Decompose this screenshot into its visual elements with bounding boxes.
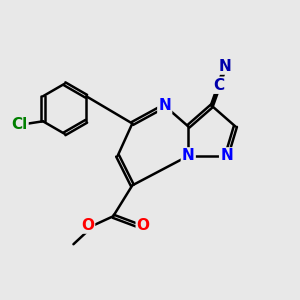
Text: N: N xyxy=(220,148,233,164)
Text: Cl: Cl xyxy=(11,117,28,132)
Text: N: N xyxy=(219,58,232,74)
Text: N: N xyxy=(182,148,195,164)
Text: N: N xyxy=(158,98,171,113)
Text: O: O xyxy=(137,218,150,232)
Text: O: O xyxy=(81,218,94,232)
Text: C: C xyxy=(214,78,225,93)
